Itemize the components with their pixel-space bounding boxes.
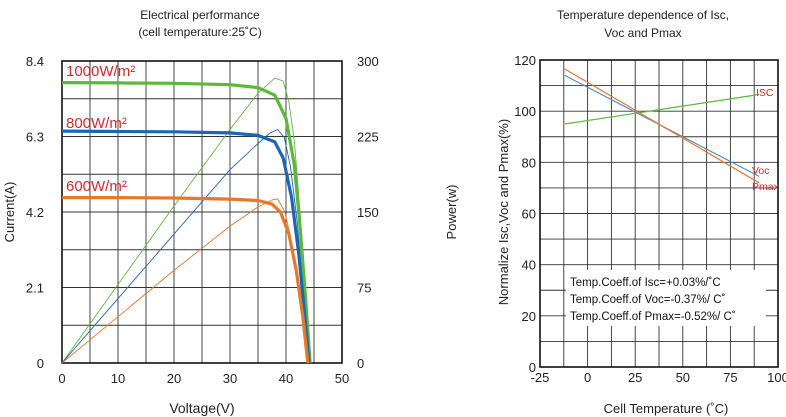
chart2-x-tick-label: 100 xyxy=(767,370,786,385)
chart1-y2-ticks: 0 75 150 225 300 xyxy=(357,54,379,371)
chart1-x-tick-label: 40 xyxy=(279,371,293,386)
chart1-title: Electrical performance xyxy=(140,8,260,22)
chart2-x-tick-label: -25 xyxy=(531,370,550,385)
chart1-y-tick-label: 0 xyxy=(37,356,44,371)
temperature-series-line xyxy=(564,93,760,125)
chart1-x-tick-label: 20 xyxy=(167,371,181,386)
chart2-x-axis-label: Cell Temperature (˚C) xyxy=(604,401,729,416)
iv-curve xyxy=(61,81,312,364)
chart2-y-tick-label: 100 xyxy=(514,104,536,119)
chart2-plot-frame xyxy=(539,59,779,368)
iv-curve xyxy=(62,196,310,364)
chart2-y-tick-label: 60 xyxy=(522,207,536,222)
chart1-subtitle: (cell temperature:25˚C) xyxy=(138,25,261,39)
chart2-x-ticks: -25 0 25 50 75 100 xyxy=(531,370,786,385)
chart1-y2-tick-label: 225 xyxy=(357,130,379,145)
series-label-1000: 1000W/m² xyxy=(66,63,135,80)
chart2-y-tick-label: 80 xyxy=(522,155,536,170)
coefficient-voc: Temp.Coeff.of Voc=-0.37%/ C˚ xyxy=(570,294,725,306)
chart1-y-tick-label: 8.4 xyxy=(26,54,44,69)
chart1-x-axis-label: Voltage(V) xyxy=(169,400,234,416)
coefficients-box-bg xyxy=(566,270,766,326)
chart1-x-tick-label: 30 xyxy=(223,371,237,386)
chart2-y-ticks: 0 20 40 60 80 100 120 xyxy=(514,53,536,375)
chart1-y-tick-label: 6.3 xyxy=(26,130,44,145)
series-label-800: 800W/m² xyxy=(66,115,127,132)
chart1-series xyxy=(61,77,312,364)
temperature-series-line xyxy=(564,68,760,184)
iv-curve xyxy=(61,129,311,364)
electrical-performance-chart: Electrical performance (cell temperature… xyxy=(2,8,459,416)
chart1-plot-frame xyxy=(61,60,343,364)
coefficient-isc: Temp.Coeff.of Isc=+0.03%/˚C xyxy=(570,277,721,289)
chart1-y-tick-label: 4.2 xyxy=(26,205,44,220)
temperature-dependence-chart: Temperature dependence of Isc, Voc and P… xyxy=(496,8,786,416)
chart2-title: Temperature dependence of Isc, xyxy=(557,8,729,22)
pv-curve xyxy=(61,198,309,364)
chart1-y-tick-label: 2.1 xyxy=(26,281,44,296)
series-label-voc: Voc xyxy=(752,165,770,177)
chart1-y2-tick-label: 75 xyxy=(357,281,371,296)
chart1-x-tick-label: 50 xyxy=(335,371,349,386)
chart2-x-tick-label: 0 xyxy=(584,370,591,385)
chart1-y2-axis-label: Power(w) xyxy=(444,185,459,240)
series-label-isc: ISC xyxy=(756,87,774,99)
chart2-x-tick-label: 50 xyxy=(676,370,690,385)
chart2-y-axis-label: Normalize Isc,Voc and Pmax(%) xyxy=(496,119,511,305)
chart1-y-axis-label: Current(A) xyxy=(2,182,17,243)
chart1-x-tick-label: 0 xyxy=(58,371,65,386)
chart2-x-tick-label: 25 xyxy=(628,370,642,385)
pv-curve xyxy=(61,128,310,364)
chart1-y2-tick-label: 0 xyxy=(357,356,364,371)
chart1-x-tick-label: 10 xyxy=(111,371,125,386)
chart1-x-ticks: 0 10 20 30 40 50 xyxy=(58,371,349,386)
chart2-y-tick-label: 120 xyxy=(514,53,536,68)
series-label-600: 600W/m² xyxy=(66,178,127,195)
chart1-y2-tick-label: 150 xyxy=(357,205,379,220)
chart1-y-ticks: 0 2.1 4.2 6.3 8.4 xyxy=(26,54,44,371)
chart1-y2-tick-label: 300 xyxy=(357,54,379,69)
coefficient-pmax: Temp.Coeff.of Pmax=-0.52%/ C˚ xyxy=(570,311,736,323)
chart2-y-tick-label: 0 xyxy=(529,360,536,375)
chart2-x-tick-label: 75 xyxy=(723,370,737,385)
chart2-subtitle: Voc and Pmax xyxy=(604,26,681,40)
chart2-y-tick-label: 20 xyxy=(522,309,536,324)
chart2-series xyxy=(564,68,760,184)
chart2-y-tick-label: 40 xyxy=(522,258,536,273)
series-label-pmax: Pmax xyxy=(752,181,780,193)
